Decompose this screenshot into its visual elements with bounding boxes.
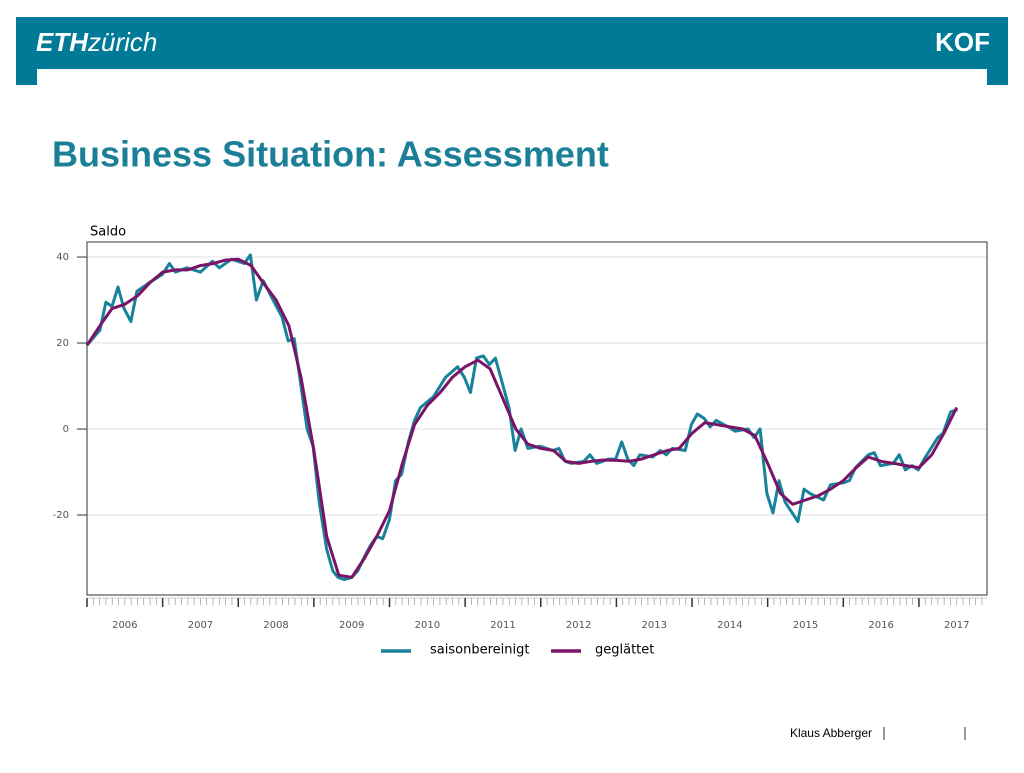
x-tick-label: 2008 — [263, 620, 288, 631]
x-tick-label: 2007 — [188, 620, 213, 631]
legend-label: saisonbereinigt — [430, 643, 529, 658]
x-tick-label: 2016 — [868, 620, 893, 631]
plot-frame — [86, 241, 988, 596]
x-tick-label: 2011 — [490, 620, 515, 631]
header-bar — [16, 17, 1008, 69]
chart-title: Business Situation: Assessment — [52, 134, 609, 175]
x-tick-label: 2017 — [944, 620, 969, 631]
x-tick-label: 2015 — [793, 620, 818, 631]
y-tick-label: -20 — [53, 510, 69, 521]
x-tick-label: 2010 — [415, 620, 440, 631]
header-tab — [16, 69, 37, 85]
y-tick-label: 20 — [56, 338, 69, 349]
series-line — [85, 257, 959, 579]
legend-label: geglättet — [595, 643, 654, 658]
y-axis-label: Saldo — [90, 225, 126, 240]
logo: ETHzürich — [36, 27, 157, 57]
brand: KOF — [935, 27, 990, 57]
x-tick-label: 2014 — [717, 620, 742, 631]
x-tick-label: 2006 — [112, 620, 137, 631]
x-tick-label: 2009 — [339, 620, 364, 631]
x-tick-label: 2013 — [642, 620, 667, 631]
x-tick-label: 2012 — [566, 620, 591, 631]
header-tab — [987, 69, 1008, 85]
author: Klaus Abberger — [790, 726, 872, 740]
series-line — [85, 253, 958, 581]
y-tick-label: 0 — [63, 424, 69, 435]
y-tick-label: 40 — [56, 252, 69, 263]
